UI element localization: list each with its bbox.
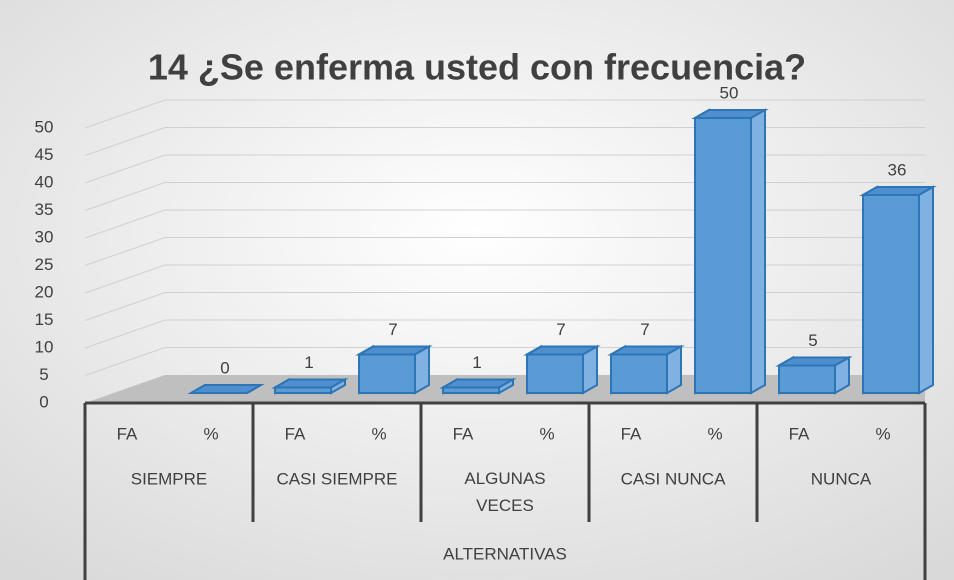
y-tick-label: 45 (35, 145, 54, 164)
x-tick-label: % (707, 424, 722, 443)
bar (859, 185, 937, 395)
grid-line (84, 127, 925, 156)
data-label: 1 (304, 353, 313, 372)
group-label: CASI NUNCA (621, 469, 727, 488)
y-tick-label: 0 (39, 392, 48, 411)
group-label: NUNCA (811, 469, 872, 488)
x-tick-label: FA (453, 424, 474, 443)
grid-line (84, 264, 925, 294)
bar-face (694, 117, 752, 394)
data-label: 1 (472, 353, 481, 372)
chart-title: 14 ¿Se enferma usted con frecuencia? (148, 47, 806, 88)
bar (607, 344, 685, 395)
bar-face (666, 344, 682, 395)
y-tick-label: 30 (35, 227, 54, 246)
bar-face (834, 355, 850, 395)
x-tick-label: % (203, 424, 218, 443)
grid-line (84, 209, 925, 239)
grid-line (84, 237, 925, 266)
bar-face (358, 353, 416, 394)
y-tick-label: 50 (35, 117, 54, 136)
bar-face (778, 364, 836, 394)
grid-line (84, 99, 925, 129)
data-label: 7 (388, 320, 397, 339)
group-label: SIEMPRE (131, 469, 208, 488)
y-tick-label: 40 (35, 172, 54, 191)
bar-face (582, 344, 598, 395)
x-tick-label: % (371, 424, 386, 443)
data-label: 7 (556, 320, 565, 339)
bar (523, 344, 601, 395)
y-tick-label: 20 (35, 282, 54, 301)
bar (439, 377, 517, 395)
grid-line (84, 154, 925, 184)
x-axis-label: ALTERNATIVAS (443, 544, 567, 563)
data-label: 0 (220, 358, 229, 377)
bar (775, 355, 853, 395)
bar (271, 377, 349, 395)
y-tick-label: 35 (35, 200, 54, 219)
bar-face (498, 377, 514, 395)
bar-face (918, 185, 934, 395)
category-separators (83, 401, 927, 580)
group-label: ALGUNAS VECES (464, 469, 545, 515)
x-tick-label: FA (285, 424, 306, 443)
bar-face (246, 384, 262, 394)
bar-face (442, 386, 500, 394)
bar-face (330, 377, 346, 395)
y-tick-label: 25 (35, 255, 54, 274)
data-label: 7 (640, 320, 649, 339)
y-tick-label: 15 (35, 310, 54, 329)
data-label: 50 (720, 83, 739, 102)
bar (187, 384, 265, 394)
bar-face (526, 353, 584, 394)
y-tick-label: 10 (35, 337, 54, 356)
x-tick-label: % (875, 424, 890, 443)
group-label: CASI SIEMPRE (277, 469, 398, 488)
bar-face (414, 344, 430, 395)
bar (691, 108, 769, 395)
x-tick-label: FA (789, 424, 810, 443)
data-label: 36 (888, 160, 907, 179)
y-tick-label: 5 (39, 365, 48, 384)
grid-line (84, 319, 925, 349)
bar-face (862, 194, 920, 394)
bar-face (750, 108, 766, 395)
bar-face (610, 353, 668, 394)
bar-face (274, 386, 332, 394)
x-tick-label: FA (621, 424, 642, 443)
grid-line (84, 292, 925, 321)
data-label: 5 (808, 331, 817, 350)
bar (355, 344, 433, 395)
x-tick-label: FA (117, 424, 138, 443)
x-tick-label: % (539, 424, 554, 443)
grid-line (84, 182, 925, 211)
